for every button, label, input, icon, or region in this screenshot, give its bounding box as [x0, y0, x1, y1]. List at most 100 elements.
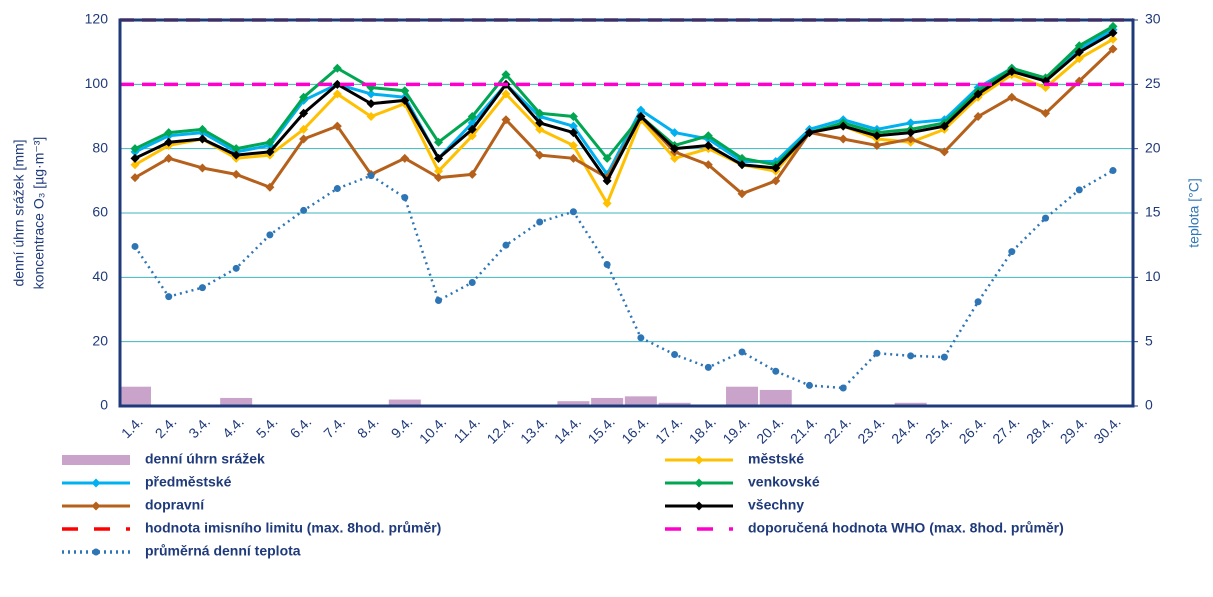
x-tick-label: 14.4. [551, 413, 584, 446]
point [367, 172, 375, 180]
point [265, 137, 275, 147]
point [1074, 54, 1084, 64]
point [501, 70, 511, 80]
x-tick-label: 28.4. [1023, 413, 1056, 446]
point [603, 260, 611, 268]
legend-marker [92, 548, 100, 556]
point [265, 147, 275, 157]
bar [624, 396, 657, 406]
point [771, 163, 781, 173]
point [535, 150, 545, 160]
point [535, 124, 545, 134]
point [738, 348, 746, 356]
point [231, 150, 241, 160]
point [467, 112, 477, 121]
point [670, 144, 680, 154]
temperature-line [133, 169, 1114, 390]
plot-frame [118, 18, 1135, 408]
point [805, 381, 813, 389]
x-tick-label: 24.4. [888, 413, 921, 446]
point [400, 153, 410, 163]
point [906, 118, 916, 128]
point [1074, 47, 1084, 57]
point [703, 140, 713, 150]
point [130, 173, 140, 183]
point [872, 140, 882, 150]
x-tick-label: 7.4. [320, 413, 348, 441]
x-tick-label: 19.4. [719, 413, 752, 446]
point [400, 86, 410, 96]
point [468, 278, 476, 286]
point [198, 284, 206, 292]
bar [894, 402, 927, 406]
point [637, 334, 645, 342]
y-tick-label: 120 [85, 11, 109, 27]
y-tick-label: 40 [92, 268, 108, 284]
point [1074, 41, 1084, 51]
x-tick-label: 27.4. [989, 413, 1022, 446]
point [164, 128, 174, 138]
point [131, 242, 139, 250]
bar [726, 386, 759, 406]
point [366, 99, 376, 109]
point [299, 92, 309, 102]
x-tick-label: 11.4. [450, 413, 483, 446]
point [907, 352, 915, 360]
bar [658, 402, 691, 406]
point [704, 363, 712, 371]
legend-label: průměrná denní teplota [145, 543, 301, 559]
point [737, 189, 747, 199]
series-line [134, 25, 1114, 167]
point [501, 89, 511, 99]
point [974, 298, 982, 306]
point [501, 115, 511, 125]
point [366, 89, 376, 99]
x-tick-label: 9.4. [388, 413, 416, 441]
point [535, 118, 545, 128]
point [535, 108, 545, 118]
point [130, 144, 140, 154]
legend-label: městské [748, 451, 804, 467]
series-line [134, 28, 1114, 176]
point [1108, 44, 1118, 54]
bar [557, 401, 590, 406]
bar [591, 397, 624, 406]
point [872, 131, 882, 141]
point [939, 121, 949, 131]
point [568, 121, 578, 131]
point [1041, 108, 1051, 118]
point [265, 182, 275, 192]
point [434, 166, 444, 176]
legend-label: hodnota imisního limitu (max. 8hod. prům… [145, 520, 441, 536]
point [568, 112, 578, 121]
point [1008, 248, 1016, 256]
point [940, 353, 948, 361]
point [670, 128, 680, 138]
legend-marker [694, 478, 704, 488]
point [165, 293, 173, 301]
point [1109, 167, 1117, 175]
point [434, 173, 444, 183]
point [569, 208, 577, 216]
point [636, 112, 646, 121]
x-tick-label: 3.4. [185, 413, 213, 441]
point [804, 128, 814, 138]
y-tick-label: 0 [100, 397, 108, 413]
y-axis-label: koncentrace O₃ [µg·m⁻³] [31, 137, 47, 290]
legend-swatch [62, 455, 130, 465]
point [906, 128, 916, 138]
point [130, 153, 140, 163]
y-tick-label: 20 [92, 332, 108, 348]
point [1007, 92, 1017, 102]
x-tick-label: 6.4. [287, 413, 315, 441]
point [299, 124, 309, 134]
point [434, 137, 444, 147]
point [1108, 21, 1118, 31]
y-tick-label: 80 [92, 139, 108, 155]
point [636, 105, 646, 115]
point [568, 128, 578, 138]
x-tick-label: 29.4. [1057, 413, 1090, 446]
point [197, 163, 207, 173]
x-tick-label: 18.4. [686, 413, 719, 446]
